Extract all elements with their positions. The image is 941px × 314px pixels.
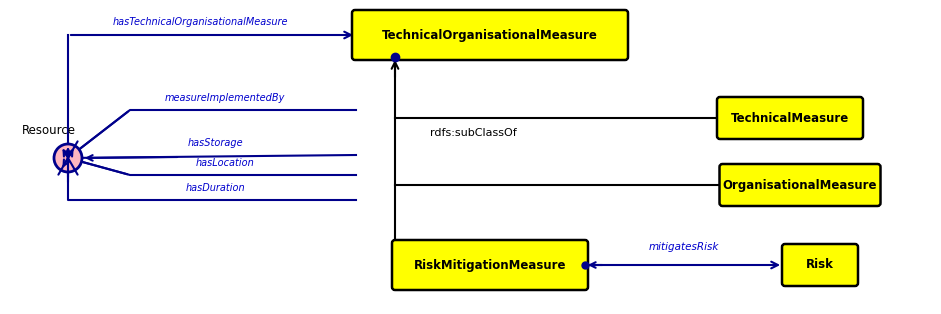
FancyBboxPatch shape (720, 164, 881, 206)
Text: mitigatesRisk: mitigatesRisk (648, 242, 719, 252)
Text: RiskMitigationMeasure: RiskMitigationMeasure (414, 258, 566, 272)
Text: rdfs:subClassOf: rdfs:subClassOf (430, 128, 517, 138)
Text: hasLocation: hasLocation (196, 158, 254, 168)
Text: hasTechnicalOrganisationalMeasure: hasTechnicalOrganisationalMeasure (112, 17, 288, 27)
FancyBboxPatch shape (392, 240, 588, 290)
FancyBboxPatch shape (352, 10, 628, 60)
Text: TechnicalMeasure: TechnicalMeasure (731, 111, 849, 124)
Text: hasStorage: hasStorage (187, 138, 243, 148)
Text: Risk: Risk (806, 258, 834, 272)
Circle shape (54, 144, 82, 172)
Text: OrganisationalMeasure: OrganisationalMeasure (723, 178, 877, 192)
Text: hasDuration: hasDuration (185, 183, 245, 193)
Text: measureImplementedBy: measureImplementedBy (165, 93, 285, 103)
Text: Resource: Resource (22, 123, 76, 137)
FancyBboxPatch shape (782, 244, 858, 286)
Text: TechnicalOrganisationalMeasure: TechnicalOrganisationalMeasure (382, 29, 598, 41)
FancyBboxPatch shape (717, 97, 863, 139)
